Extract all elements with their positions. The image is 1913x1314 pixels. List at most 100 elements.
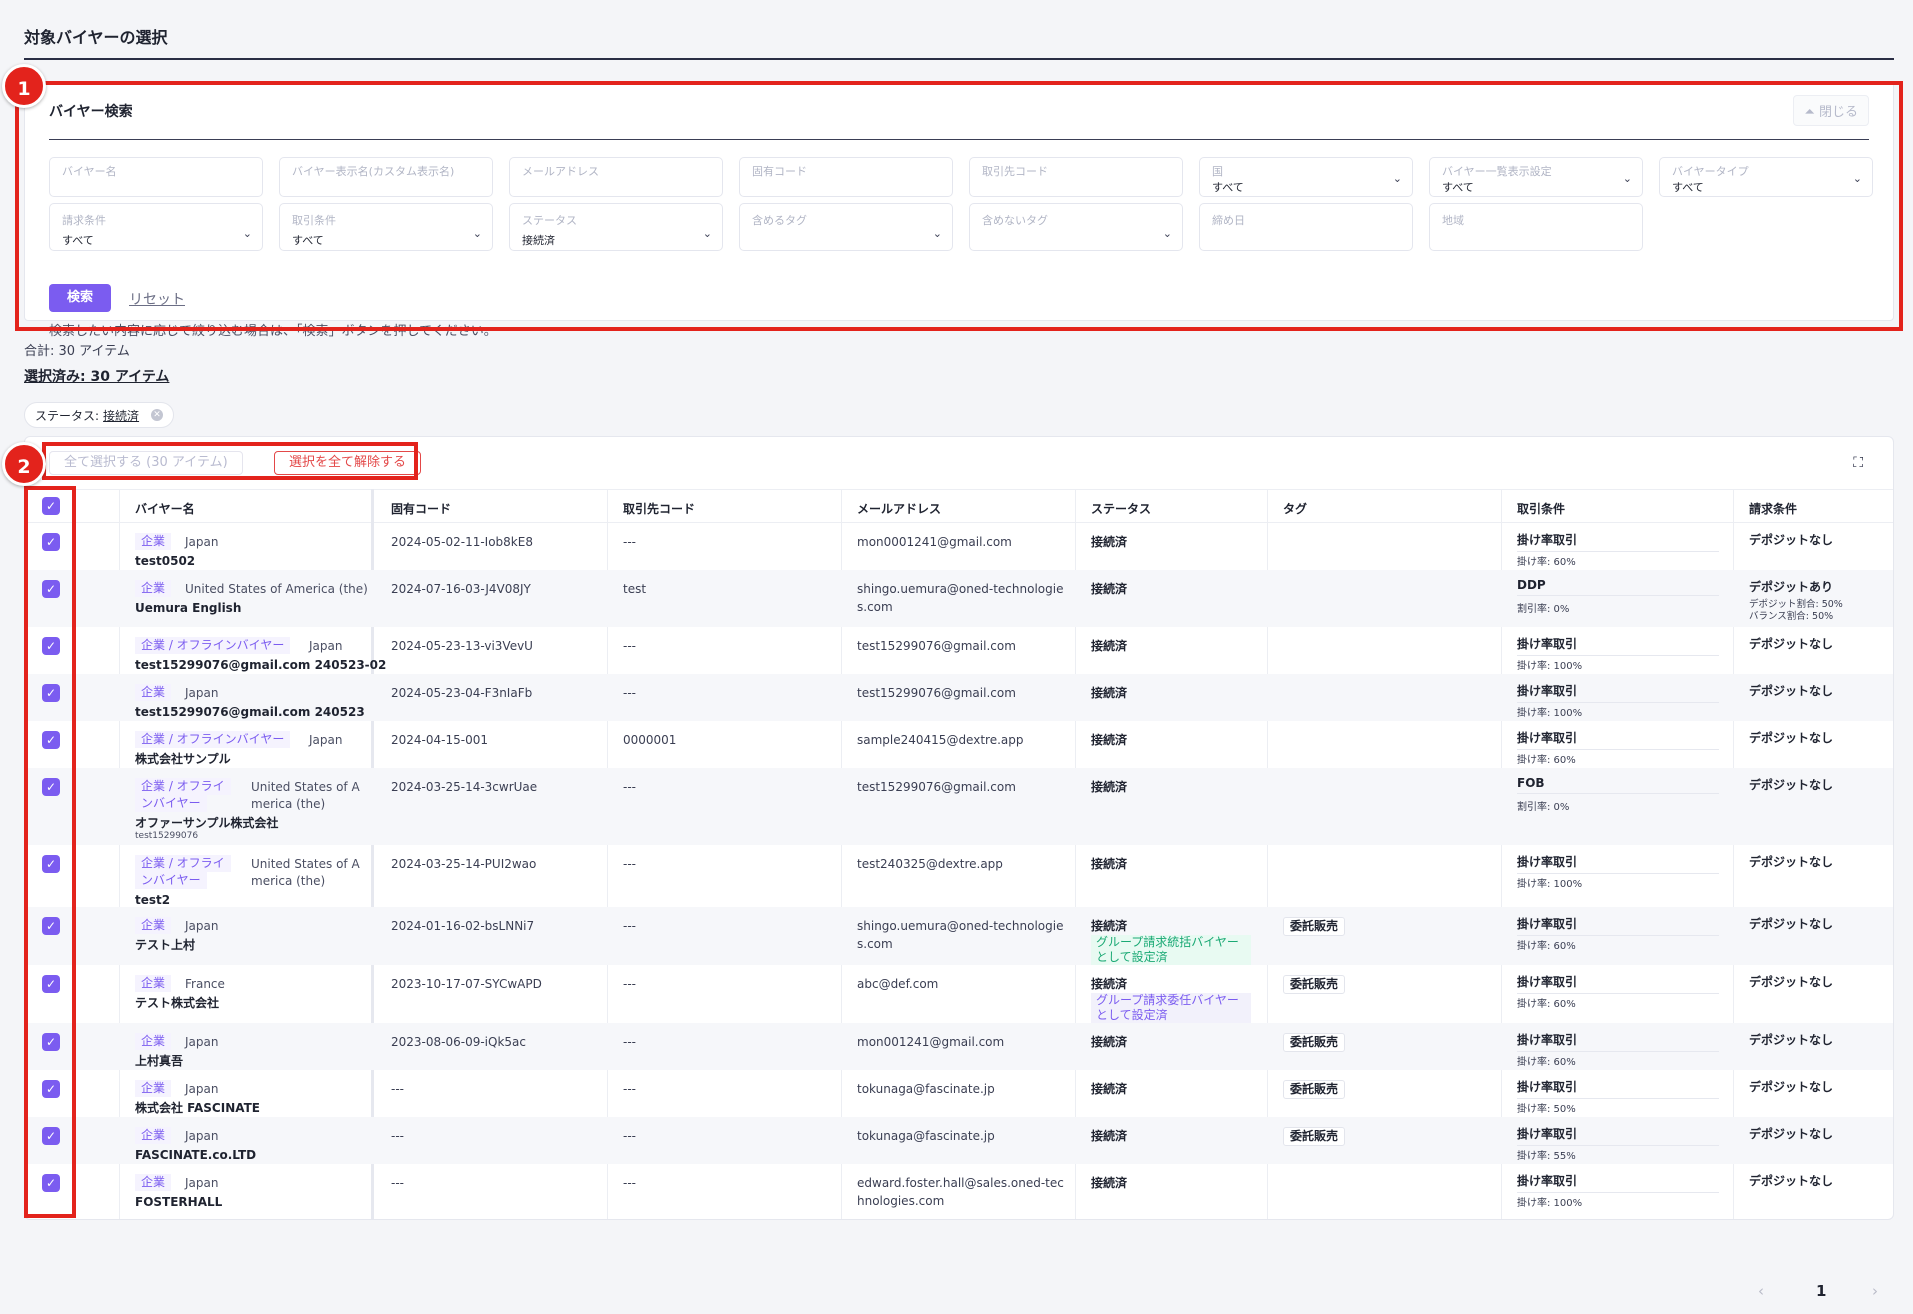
partner-code-input[interactable]: 取引先コード (969, 157, 1183, 197)
email: tokunaga@fascinate.jp (857, 1082, 995, 1096)
trade-term-detail: 掛け率: 100% (1517, 661, 1583, 672)
buyer-type-tag: 企業 / オフラインバイヤー (135, 637, 291, 654)
expand-icon[interactable]: ⛶ (1853, 455, 1863, 471)
status-select[interactable]: ステータス 接続済 ⌄ (509, 203, 723, 251)
country-select[interactable]: 国すべて ⌄ (1199, 157, 1413, 197)
buyer-name[interactable]: 株式会社 FASCINATE (135, 1101, 260, 1115)
row-checkbox[interactable]: ✓ (42, 533, 60, 551)
email: mon001241@gmail.com (857, 1035, 1005, 1049)
buyer-name[interactable]: オファーサンプル株式会社 (135, 816, 279, 830)
row-checkbox[interactable]: ✓ (42, 917, 60, 935)
table-row[interactable]: ✓ 企業 / オフライ ンバイヤー United States of A merica … (25, 845, 1893, 907)
th-tag: タグ (1283, 502, 1308, 516)
buyer-name[interactable]: test2 (135, 893, 171, 907)
row-checkbox[interactable]: ✓ (42, 580, 60, 598)
billing-term: デポジットなし (1749, 975, 1834, 989)
table-row[interactable]: ✓ 企業 Japan テスト上村 2024-01-16-02-bsLNNi7 --- shi… (25, 907, 1893, 965)
tag-chip: 委託販売 (1283, 975, 1346, 994)
status-label: 接続済 (1091, 857, 1128, 871)
email-input[interactable]: メールアドレス (509, 157, 723, 197)
buyer-name[interactable]: test0502 (135, 554, 196, 568)
table-row[interactable]: ✓ 企業 Japan FOSTERHALL --- --- edward.foster.ha… (25, 1164, 1893, 1219)
buyer-name[interactable]: test15299076@gmail.com 240523 (135, 705, 365, 719)
close-search-button[interactable]: ⏶ 閉じる (1793, 95, 1869, 126)
search-button[interactable]: 検索 (49, 284, 111, 312)
buyer-country: merica (the) (251, 797, 326, 811)
select-all-button[interactable]: 全て選択する (30 アイテム) (49, 451, 243, 475)
row-checkbox[interactable]: ✓ (42, 855, 60, 873)
th-buyer-name: バイヤー名 (135, 502, 195, 516)
unique-code: 2024-07-16-03-J4V08JY (391, 582, 531, 596)
email: s.com (857, 600, 893, 614)
unique-code-input[interactable]: 固有コード (739, 157, 953, 197)
row-checkbox[interactable]: ✓ (42, 684, 60, 702)
deselect-all-button[interactable]: 選択を全て解除する (274, 451, 422, 475)
table-row[interactable]: ✓ 企業 Japan FASCINATE.co.LTD --- --- tokunaga@f… (25, 1117, 1893, 1164)
reset-link[interactable]: リセット (129, 292, 185, 308)
buyer-name[interactable]: テスト上村 (135, 938, 196, 952)
list-display-select[interactable]: バイヤー一覧表示設定 すべて ⌄ (1429, 157, 1643, 197)
row-checkbox[interactable]: ✓ (42, 975, 60, 993)
trade-select[interactable]: 取引条件 すべて ⌄ (279, 203, 493, 251)
row-checkbox[interactable]: ✓ (42, 1033, 60, 1051)
trade-term: 掛け率取引 (1517, 973, 1719, 994)
buyer-name[interactable]: 上村真吾 (135, 1054, 184, 1068)
remove-filter-icon[interactable]: ✕ (151, 409, 164, 421)
buyer-type-tag: 企業 (135, 1033, 172, 1050)
next-page-button[interactable]: › (1872, 1282, 1878, 1300)
trade-term-detail: 掛け率: 60% (1517, 999, 1576, 1010)
group-billing-tag: として設定済 (1091, 950, 1251, 965)
selected-count[interactable]: 選択済み: 30 アイテム (24, 369, 170, 385)
table-row[interactable]: ✓ 企業 Japan 上村真吾 2023-08-06-09-iQk5ac --- mon00… (25, 1023, 1893, 1070)
row-checkbox[interactable]: ✓ (42, 731, 60, 749)
buyer-name[interactable]: FOSTERHALL (135, 1195, 223, 1209)
billing-select[interactable]: 請求条件 すべて ⌄ (49, 203, 263, 251)
chevron-down-icon: ⌄ (1852, 172, 1862, 185)
chevron-down-icon: ⌄ (1162, 227, 1172, 240)
display-name-input[interactable]: バイヤー表示名(カスタム表示名) (279, 157, 493, 197)
row-checkbox[interactable]: ✓ (42, 637, 60, 655)
billing-term: デポジットなし (1749, 778, 1834, 792)
row-checkbox[interactable]: ✓ (42, 1174, 60, 1192)
page-1-button[interactable]: 1 (1816, 1282, 1827, 1300)
row-checkbox[interactable]: ✓ (42, 778, 60, 796)
billing-term: デポジットなし (1749, 731, 1834, 745)
buyer-name-input[interactable]: バイヤー名 (49, 157, 263, 197)
buyer-type-select[interactable]: バイヤータイプ すべて ⌄ (1659, 157, 1873, 197)
status-label: 接続済 (1091, 582, 1128, 596)
trade-term: DDP (1517, 578, 1719, 596)
exclude-tags-select[interactable]: 含めないタグ ⌄ (969, 203, 1183, 251)
table-row[interactable]: ✓ 企業 France テスト株式会社 2023-10-17-07-SYCwAPD ---… (25, 965, 1893, 1023)
table-row[interactable]: ✓ 企業 Japan test0502 2024-05-02-11-Iob8kE8 ---… (25, 523, 1893, 570)
status-label: 接続済 (1091, 780, 1128, 794)
table-row[interactable]: ✓ 企業 Japan 株式会社 FASCINATE --- --- tokunaga@fas… (25, 1070, 1893, 1117)
buyer-type-tag: 企業 (135, 580, 172, 597)
trade-term: 掛け率取引 (1517, 729, 1719, 750)
header-checkbox[interactable]: ✓ (42, 497, 60, 515)
trade-term: 掛け率取引 (1517, 853, 1719, 874)
buyer-name[interactable]: 株式会社サンプル (135, 752, 231, 766)
prev-page-button[interactable]: ‹ (1758, 1282, 1764, 1300)
tag-chip: 委託販売 (1283, 917, 1346, 936)
buyer-name[interactable]: テスト株式会社 (135, 996, 220, 1010)
table-row[interactable]: ✓ 企業 / オフラインバイヤー Japan test15299076@gmail.c… (25, 627, 1893, 674)
table-row[interactable]: ✓ 企業 / オフライ ンバイヤー United States of A merica … (25, 768, 1893, 845)
buyer-name[interactable]: FASCINATE.co.LTD (135, 1148, 257, 1162)
region-input[interactable]: 地域 (1429, 203, 1643, 251)
partner-code: --- (623, 1129, 636, 1143)
row-checkbox[interactable]: ✓ (42, 1127, 60, 1145)
row-checkbox[interactable]: ✓ (42, 1080, 60, 1098)
trade-term-detail: 掛け率: 60% (1517, 557, 1576, 568)
buyer-country: Japan (309, 639, 343, 653)
status-label: 接続済 (1091, 733, 1128, 747)
include-tags-select[interactable]: 含めるタグ ⌄ (739, 203, 953, 251)
unique-code: 2023-08-06-09-iQk5ac (391, 1035, 526, 1049)
buyer-name[interactable]: test15299076@gmail.com 240523-02 (135, 658, 387, 672)
table-row[interactable]: ✓ 企業 United States of America (the) Uemura … (25, 570, 1893, 627)
trade-term: 掛け率取引 (1517, 1031, 1719, 1052)
unique-code: --- (391, 1082, 404, 1096)
table-row[interactable]: ✓ 企業 / オフラインバイヤー Japan 株式会社サンプル 2024-04-15-0… (25, 721, 1893, 768)
table-row[interactable]: ✓ 企業 Japan test15299076@gmail.com 240523 202… (25, 674, 1893, 721)
closing-day-input[interactable]: 締め日 (1199, 203, 1413, 251)
buyer-name[interactable]: Uemura English (135, 601, 242, 615)
